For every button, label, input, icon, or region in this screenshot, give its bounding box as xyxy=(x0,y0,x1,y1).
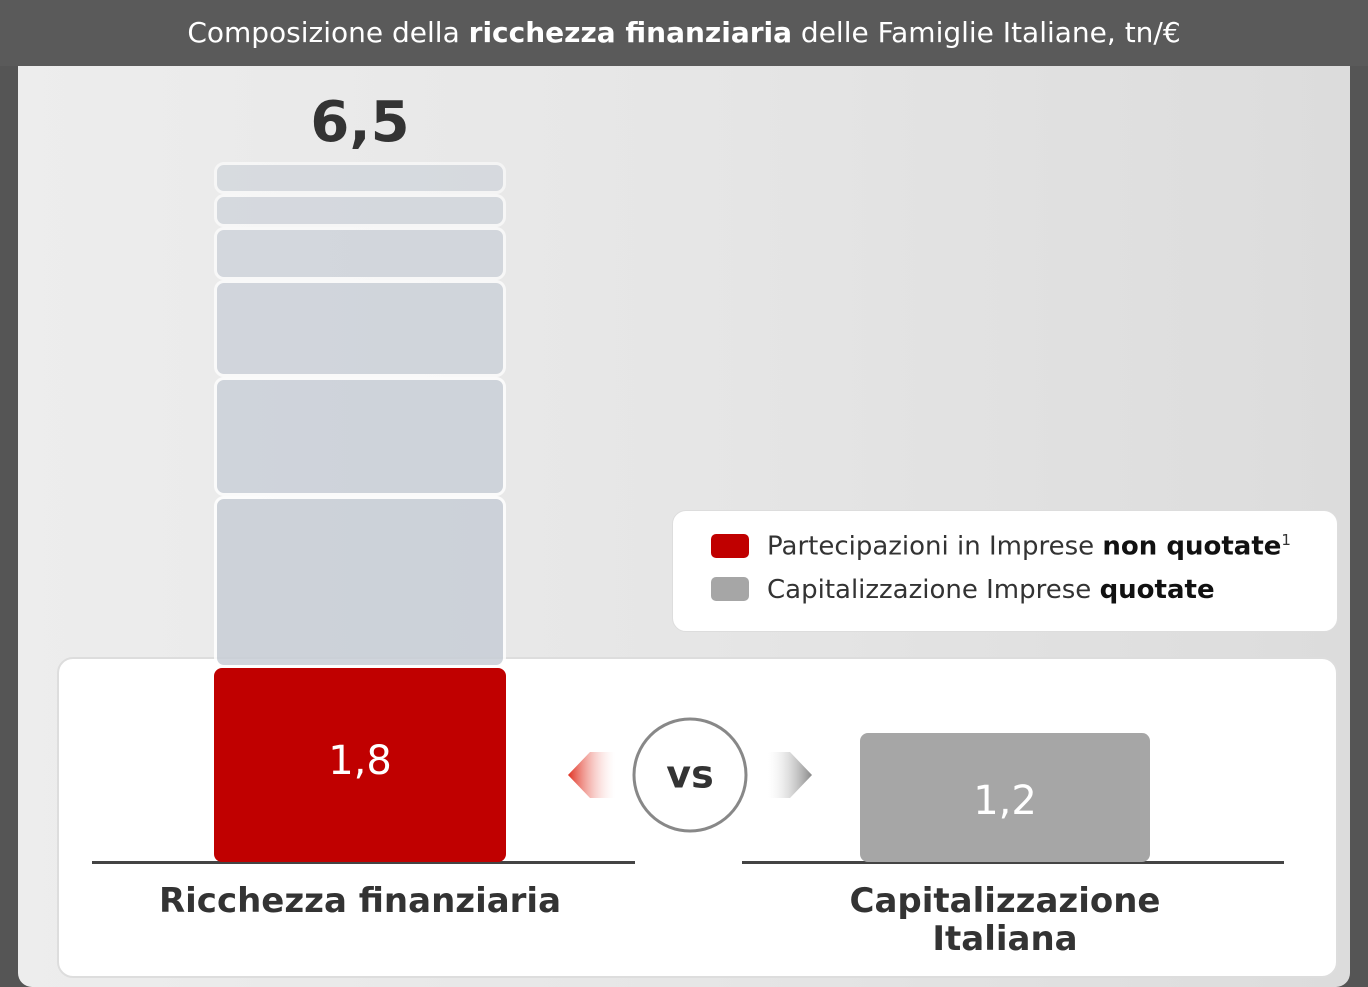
title-text: Composizione della xyxy=(187,16,469,49)
vs-label: vs xyxy=(666,753,713,797)
value-label: 1,2 xyxy=(973,778,1037,825)
legend-swatch xyxy=(711,577,749,601)
legend-footnote: 1 xyxy=(1281,531,1291,549)
stack-segment xyxy=(214,226,506,281)
title-emphasis: ricchezza finanziaria xyxy=(468,16,793,49)
value-label: 1,8 xyxy=(328,738,392,785)
legend-swatch xyxy=(711,533,749,558)
arrow-left xyxy=(568,752,615,798)
category-label: Capitalizzazione Italiana xyxy=(849,881,1161,959)
bar: 1,8 xyxy=(214,668,506,862)
arrow-right xyxy=(768,752,812,798)
legend-emphasis: non quotate xyxy=(1102,531,1282,562)
chart-title: Composizione della ricchezza finanziaria… xyxy=(0,0,1368,66)
baseline xyxy=(92,861,635,864)
legend-text: Partecipazioni in Imprese xyxy=(767,531,1103,562)
legend-text: Capitalizzazione Imprese xyxy=(767,575,1100,605)
stack-segment xyxy=(214,377,506,496)
stack-segment xyxy=(214,194,506,227)
stack-segment xyxy=(214,280,506,378)
legend-item: Capitalizzazione Imprese quotate xyxy=(711,575,1215,605)
bar: 1,2 xyxy=(860,732,1150,862)
category-label: Ricchezza finanziaria xyxy=(158,881,562,921)
total-label: 6,5 xyxy=(310,90,410,155)
stack-segment xyxy=(214,162,506,195)
legend: Partecipazioni in Imprese non quotate1 Ca… xyxy=(672,510,1338,632)
baseline xyxy=(742,861,1284,864)
legend-item: Partecipazioni in Imprese non quotate1 xyxy=(711,531,1291,562)
stack-segment xyxy=(214,495,506,669)
vs-graphic: vs xyxy=(568,717,812,833)
vs-circle xyxy=(632,717,748,833)
title-text: delle Famiglie Italiane, tn/€ xyxy=(792,16,1181,49)
legend-emphasis: quotate xyxy=(1099,575,1215,605)
